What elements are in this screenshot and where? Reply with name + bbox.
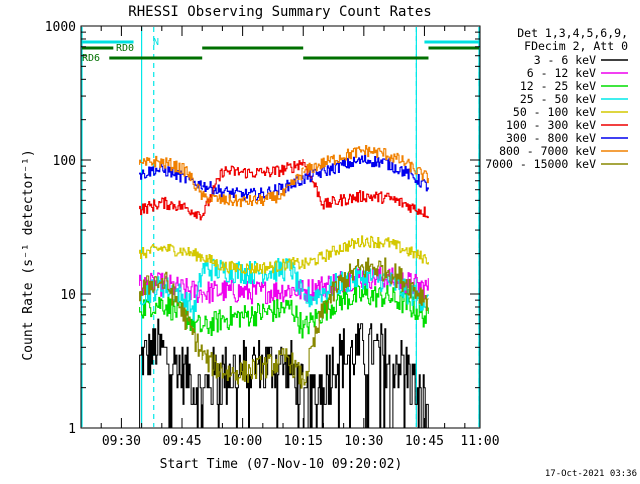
legend-header-line: FDecim 2, Att 0 bbox=[524, 39, 628, 53]
flag-label-rd0: RD0 bbox=[116, 43, 134, 54]
legend-entry-label: 7000 - 15000 keV bbox=[485, 157, 596, 171]
series-trace bbox=[202, 175, 304, 201]
series-7000-15000kev bbox=[139, 257, 429, 389]
x-tick-label: 09:45 bbox=[162, 434, 201, 449]
series-trace bbox=[303, 144, 429, 184]
y-tick-label: 1 bbox=[68, 422, 76, 437]
series-800-7000kev bbox=[139, 144, 429, 208]
x-tick-label: 10:15 bbox=[284, 434, 323, 449]
y-tick-label: 100 bbox=[53, 154, 76, 169]
legend-entry-label: 6 - 12 keV bbox=[527, 66, 596, 80]
series-trace bbox=[303, 257, 429, 386]
series-trace bbox=[202, 167, 304, 208]
legend-header-line: Det 1,3,4,5,6,9, bbox=[517, 26, 628, 40]
x-axis-label: Start Time (07-Nov-10 09:20:02) bbox=[160, 457, 403, 472]
flag-label-n: N bbox=[153, 37, 159, 48]
legend-entry-label: 300 - 800 keV bbox=[506, 131, 596, 145]
legend-entry-label: 100 - 300 keV bbox=[506, 118, 596, 132]
x-tick-label: 11:00 bbox=[460, 434, 499, 449]
series-100-300kev bbox=[139, 159, 429, 221]
series-trace bbox=[202, 348, 304, 389]
x-tick-label: 10:00 bbox=[223, 434, 262, 449]
y-axis-label: Count Rate (s⁻¹ detector⁻¹) bbox=[21, 149, 36, 360]
chart-title: RHESSI Observing Summary Count Rates bbox=[128, 4, 431, 20]
legend-entry-label: 12 - 25 keV bbox=[520, 79, 596, 93]
series-trace bbox=[139, 155, 203, 200]
series-trace bbox=[303, 323, 429, 428]
legend-entry-label: 25 - 50 keV bbox=[520, 92, 596, 106]
series-trace bbox=[139, 318, 203, 428]
y-tick-label: 1000 bbox=[45, 20, 76, 35]
y-tick-label: 10 bbox=[60, 288, 76, 303]
x-tick-label: 10:30 bbox=[344, 434, 383, 449]
series-trace bbox=[202, 253, 304, 274]
series-trace bbox=[139, 243, 203, 262]
x-tick-label: 10:45 bbox=[405, 434, 444, 449]
x-tick-label: 09:30 bbox=[102, 434, 141, 449]
legend-entry-label: 50 - 100 keV bbox=[513, 105, 596, 119]
series-50-100kev bbox=[139, 235, 429, 274]
series-trace bbox=[139, 295, 203, 333]
series-trace bbox=[303, 154, 429, 192]
series-trace bbox=[303, 162, 429, 219]
series-trace bbox=[303, 235, 429, 270]
plot-frame bbox=[80, 25, 481, 429]
series-trace bbox=[202, 159, 304, 217]
series-trace bbox=[202, 299, 304, 339]
series-trace bbox=[139, 196, 203, 221]
legend-entry-label: 3 - 6 keV bbox=[534, 53, 596, 67]
legend-entry-label: 800 - 7000 keV bbox=[499, 144, 596, 158]
series-trace bbox=[139, 271, 203, 361]
flag-label-rd6: RD6 bbox=[82, 53, 100, 64]
generated-timestamp: 17-Oct-2021 03:36 bbox=[545, 469, 637, 479]
